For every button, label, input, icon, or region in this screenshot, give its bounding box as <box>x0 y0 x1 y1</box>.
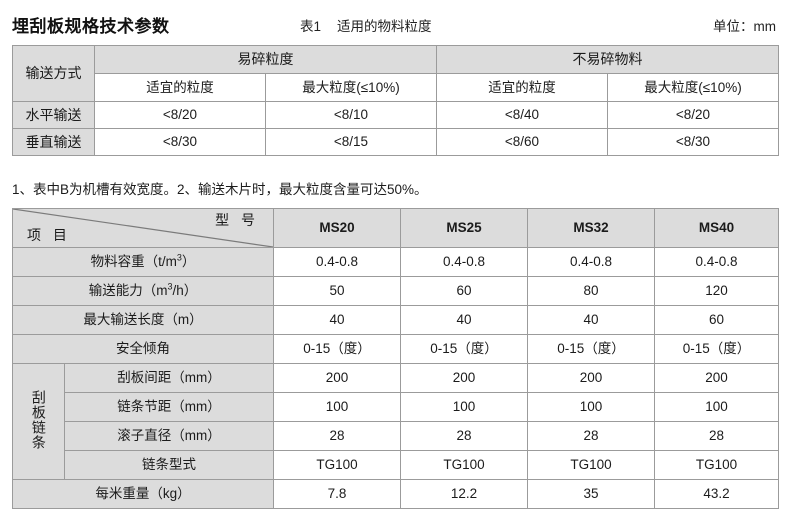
table-number: 表1 <box>300 19 322 34</box>
t2-row-label-7: 链条型式 <box>63 450 275 480</box>
table-row: 垂直输送 <8/30 <8/15 <8/60 <8/30 <box>12 128 779 156</box>
t2-cell-2-0: 40 <box>273 305 402 335</box>
t2-cell-7-0: TG100 <box>273 450 402 480</box>
t1-row-label-0: 水平输送 <box>12 101 95 129</box>
t2-cell-7-1: TG100 <box>400 450 529 480</box>
t1-cell-1-2: <8/60 <box>436 128 608 156</box>
t1-cell-0-0: <8/20 <box>94 101 266 129</box>
table-row: 链条型式 TG100 TG100 TG100 TG100 <box>13 450 780 480</box>
t2-cell-0-0: 0.4-0.8 <box>273 247 402 277</box>
t2-cell-0-2: 0.4-0.8 <box>527 247 656 277</box>
t2-cell-7-3: TG100 <box>654 450 780 480</box>
t2-cell-1-3: 120 <box>654 276 780 306</box>
t2-cell-3-3: 0-15（度） <box>654 334 780 364</box>
table-row: 最大输送长度（m） 40 40 40 60 <box>11 305 780 335</box>
t1-group-head-0: 易碎粒度 <box>94 45 437 74</box>
t2-cell-6-0: 28 <box>273 421 402 451</box>
table-caption: 表1 适用的物料粒度 <box>300 15 432 35</box>
t2-cell-8-3: 43.2 <box>654 479 780 509</box>
t2-row-label-5: 链条节距（mm） <box>63 392 275 422</box>
t2-cell-1-2: 80 <box>527 276 656 306</box>
t2-cell-5-2: 100 <box>527 392 656 422</box>
t1-subhead-0-1: 最大粒度(≤10%) <box>265 73 437 102</box>
t2-cell-4-1: 200 <box>400 363 529 393</box>
t2-row-label-0: 物料容重（t/m3） <box>11 247 275 277</box>
t2-group-label-scraper-chain: 刮板链条 <box>12 363 65 480</box>
t1-cell-1-0: <8/30 <box>94 128 266 156</box>
t2-cell-6-1: 28 <box>400 421 529 451</box>
t2-item-label: 项 目 <box>27 226 71 243</box>
t2-cell-8-2: 35 <box>527 479 656 509</box>
t2-row-label-1: 输送能力（m3/h） <box>11 276 275 306</box>
t2-group-label-text: 刮板链条 <box>30 389 47 450</box>
table-row: 刮板链条 刮板间距（mm） 200 200 200 200 <box>12 363 780 480</box>
t2-cell-5-3: 100 <box>654 392 780 422</box>
table-row: 每米重量（kg） 7.8 12.2 35 43.2 <box>11 479 780 509</box>
t2-model-head-0: MS20 <box>273 208 402 248</box>
page-title: 埋刮板规格技术参数 <box>12 17 170 36</box>
table-row: 适宜的粒度 最大粒度(≤10%) 适宜的粒度 最大粒度(≤10%) <box>13 73 779 102</box>
table-caption-text: 适用的物料粒度 <box>337 19 432 34</box>
t2-cell-4-3: 200 <box>654 363 780 393</box>
table-row: 物料容重（t/m3） 0.4-0.8 0.4-0.8 0.4-0.8 0.4-0… <box>11 247 780 277</box>
table-row: 链条节距（mm） 100 100 100 100 <box>13 392 780 422</box>
t2-cell-1-0: 50 <box>273 276 402 306</box>
table-row: 安全倾角 0-15（度） 0-15（度） 0-15（度） 0-15（度） <box>11 334 780 364</box>
table-row: 水平输送 <8/20 <8/10 <8/40 <8/20 <box>12 101 779 129</box>
t2-cell-4-0: 200 <box>273 363 402 393</box>
t2-cell-6-3: 28 <box>654 421 780 451</box>
t2-cell-2-1: 40 <box>400 305 529 335</box>
t2-row-label-3: 安全倾角 <box>11 334 275 364</box>
t1-cell-0-2: <8/40 <box>436 101 608 129</box>
t2-cell-1-1: 60 <box>400 276 529 306</box>
table-header-row: 项 目 型 号 MS20 MS25 MS32 MS40 <box>11 208 780 248</box>
t1-cell-0-1: <8/10 <box>265 101 437 129</box>
t2-cell-5-0: 100 <box>273 392 402 422</box>
t1-subhead-1-0: 适宜的粒度 <box>436 73 608 102</box>
t2-corner-split-cell: 项 目 型 号 <box>11 208 275 248</box>
t1-group-head-1: 不易碎物料 <box>436 45 779 74</box>
specification-table: 项 目 型 号 MS20 MS25 MS32 MS40 物料容重（t/m3） 0… <box>11 208 780 509</box>
t2-model-head-3: MS40 <box>654 208 780 248</box>
t1-subhead-1-1: 最大粒度(≤10%) <box>607 73 779 102</box>
t2-cell-3-1: 0-15（度） <box>400 334 529 364</box>
t1-subhead-0-0: 适宜的粒度 <box>94 73 266 102</box>
t2-cell-0-1: 0.4-0.8 <box>400 247 529 277</box>
t2-cell-4-2: 200 <box>527 363 656 393</box>
t1-corner-label: 输送方式 <box>12 45 95 102</box>
t2-cell-7-2: TG100 <box>527 450 656 480</box>
t2-model-head-1: MS25 <box>400 208 529 248</box>
t2-row-label-2: 最大输送长度（m） <box>11 305 275 335</box>
t2-cell-6-2: 28 <box>527 421 656 451</box>
t2-row-label-6: 滚子直径（mm） <box>63 421 275 451</box>
table-row: 输送方式 易碎粒度 不易碎物料 <box>12 45 779 102</box>
t1-row-label-1: 垂直输送 <box>12 128 95 156</box>
t2-model-label: 型 号 <box>215 212 260 228</box>
t1-cell-1-1: <8/15 <box>265 128 437 156</box>
t2-cell-8-0: 7.8 <box>273 479 402 509</box>
particle-size-table: 输送方式 易碎粒度 不易碎物料 适宜的粒度 最大粒度(≤10%) 适宜的粒度 最… <box>12 45 779 156</box>
table-row: 输送能力（m3/h） 50 60 80 120 <box>11 276 780 306</box>
t2-cell-3-0: 0-15（度） <box>273 334 402 364</box>
t2-row-label-4: 刮板间距（mm） <box>63 363 275 393</box>
table-footnote: 1、表中B为机槽有效宽度。2、输送木片时，最大粒度含量可达50%。 <box>12 182 428 197</box>
t2-cell-8-1: 12.2 <box>400 479 529 509</box>
t2-cell-2-3: 60 <box>654 305 780 335</box>
t2-model-head-2: MS32 <box>527 208 656 248</box>
unit-note: 单位：mm <box>713 19 776 34</box>
t2-cell-0-3: 0.4-0.8 <box>654 247 780 277</box>
table-row: 滚子直径（mm） 28 28 28 28 <box>13 421 780 451</box>
t2-cell-5-1: 100 <box>400 392 529 422</box>
t2-cell-3-2: 0-15（度） <box>527 334 656 364</box>
t1-cell-1-3: <8/30 <box>607 128 779 156</box>
t1-cell-0-3: <8/20 <box>607 101 779 129</box>
t2-row-label-8: 每米重量（kg） <box>11 479 275 509</box>
t2-cell-2-2: 40 <box>527 305 656 335</box>
table-caption-row: 埋刮板规格技术参数 表1 适用的物料粒度 单位：mm <box>0 12 790 40</box>
